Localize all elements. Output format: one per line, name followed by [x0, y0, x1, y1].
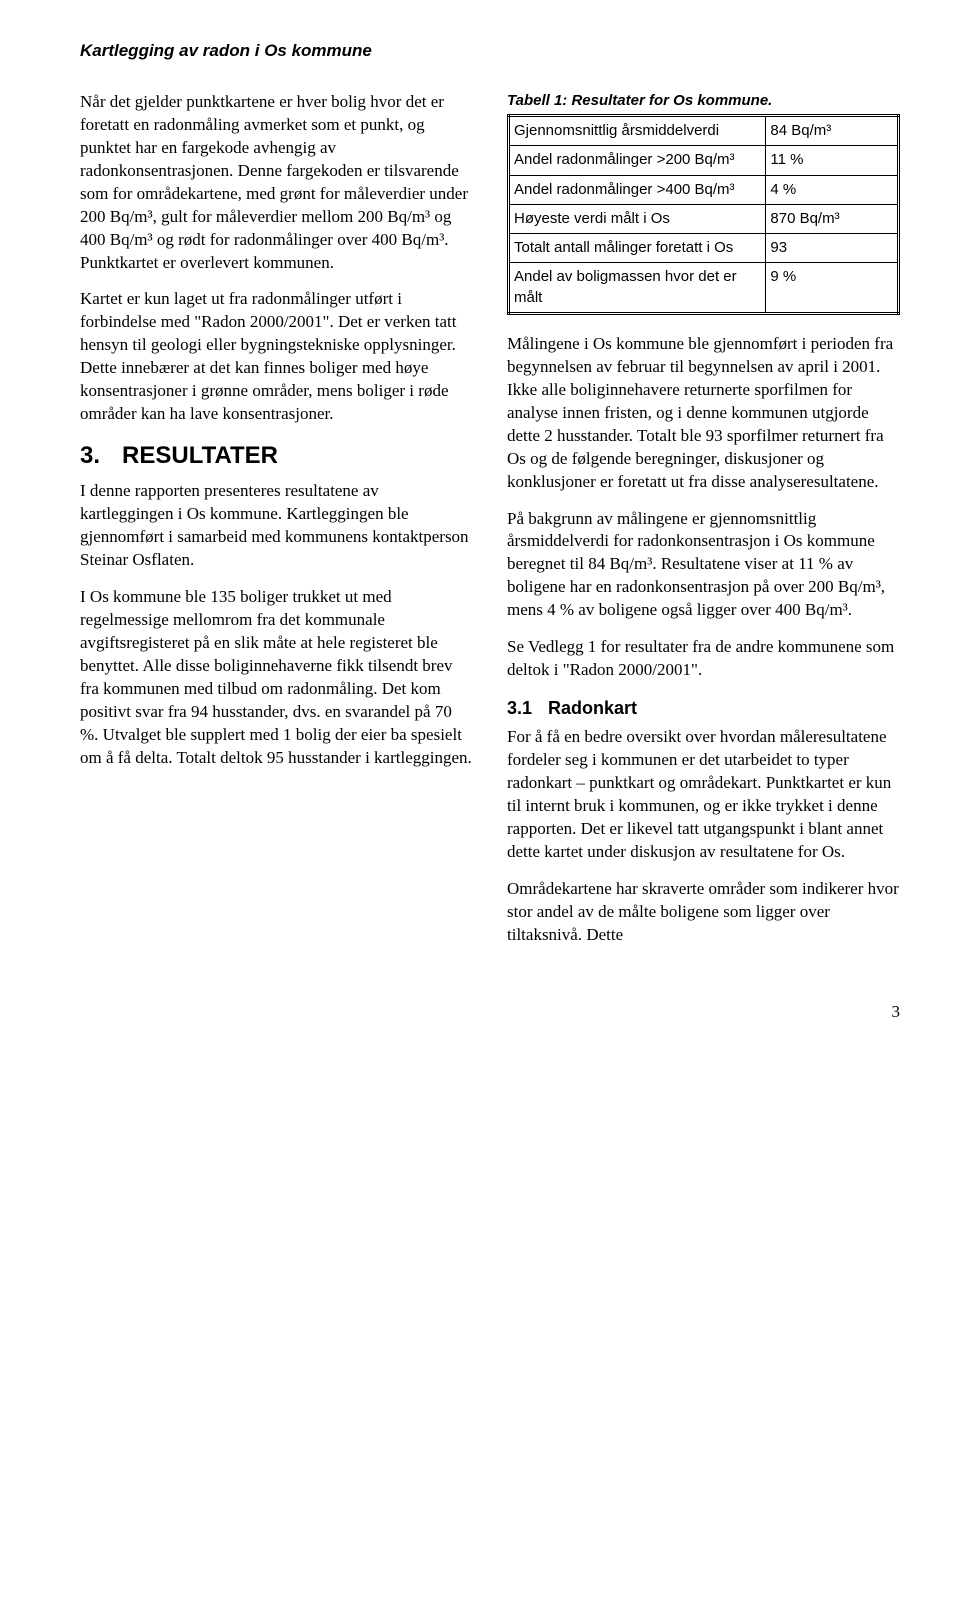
subsection-title-text: Radonkart	[548, 696, 637, 720]
table-cell-value: 870 Bq/m³	[766, 204, 899, 233]
table-row: Andel radonmålinger >200 Bq/m³ 11 %	[509, 146, 899, 175]
paragraph: Målingene i Os kommune ble gjennomført i…	[507, 333, 900, 494]
paragraph: I Os kommune ble 135 boliger trukket ut …	[80, 586, 473, 770]
table-cell-label: Andel av boligmassen hvor det er målt	[509, 263, 766, 314]
table-cell-value: 9 %	[766, 263, 899, 314]
table-row: Andel av boligmassen hvor det er målt 9 …	[509, 263, 899, 314]
table-cell-value: 11 %	[766, 146, 899, 175]
table-caption: Tabell 1: Resultater for Os kommune.	[507, 91, 900, 111]
paragraph: På bakgrunn av målingene er gjennomsnitt…	[507, 508, 900, 623]
right-column: Tabell 1: Resultater for Os kommune. Gje…	[507, 91, 900, 961]
subsection-number: 3.1	[507, 696, 532, 720]
page-number: 3	[80, 1001, 900, 1024]
table-cell-label: Totalt antall målinger foretatt i Os	[509, 234, 766, 263]
paragraph: Områdekartene har skraverte områder som …	[507, 878, 900, 947]
section-heading-3: 3. RESULTATER	[80, 440, 473, 472]
table-cell-label: Andel radonmålinger >400 Bq/m³	[509, 175, 766, 204]
paragraph: Når det gjelder punktkartene er hver bol…	[80, 91, 473, 275]
table-cell-label: Gjennomsnittlig årsmiddelverdi	[509, 116, 766, 146]
paragraph: For å få en bedre oversikt over hvordan …	[507, 726, 900, 864]
subsection-heading-3-1: 3.1 Radonkart	[507, 696, 900, 720]
two-column-layout: Når det gjelder punktkartene er hver bol…	[80, 91, 900, 961]
table-cell-label: Andel radonmålinger >200 Bq/m³	[509, 146, 766, 175]
section-number: 3.	[80, 440, 100, 472]
table-cell-label: Høyeste verdi målt i Os	[509, 204, 766, 233]
section-title-text: RESULTATER	[122, 440, 278, 472]
table-row: Høyeste verdi målt i Os 870 Bq/m³	[509, 204, 899, 233]
left-column: Når det gjelder punktkartene er hver bol…	[80, 91, 473, 961]
page-header-title: Kartlegging av radon i Os kommune	[80, 40, 900, 63]
paragraph: I denne rapporten presenteres resultaten…	[80, 480, 473, 572]
table-cell-value: 93	[766, 234, 899, 263]
table-row: Totalt antall målinger foretatt i Os 93	[509, 234, 899, 263]
paragraph: Kartet er kun laget ut fra radonmålinger…	[80, 288, 473, 426]
paragraph: Se Vedlegg 1 for resultater fra de andre…	[507, 636, 900, 682]
table-row: Andel radonmålinger >400 Bq/m³ 4 %	[509, 175, 899, 204]
table-row: Gjennomsnittlig årsmiddelverdi 84 Bq/m³	[509, 116, 899, 146]
results-table: Gjennomsnittlig årsmiddelverdi 84 Bq/m³ …	[507, 114, 900, 315]
table-cell-value: 84 Bq/m³	[766, 116, 899, 146]
table-cell-value: 4 %	[766, 175, 899, 204]
